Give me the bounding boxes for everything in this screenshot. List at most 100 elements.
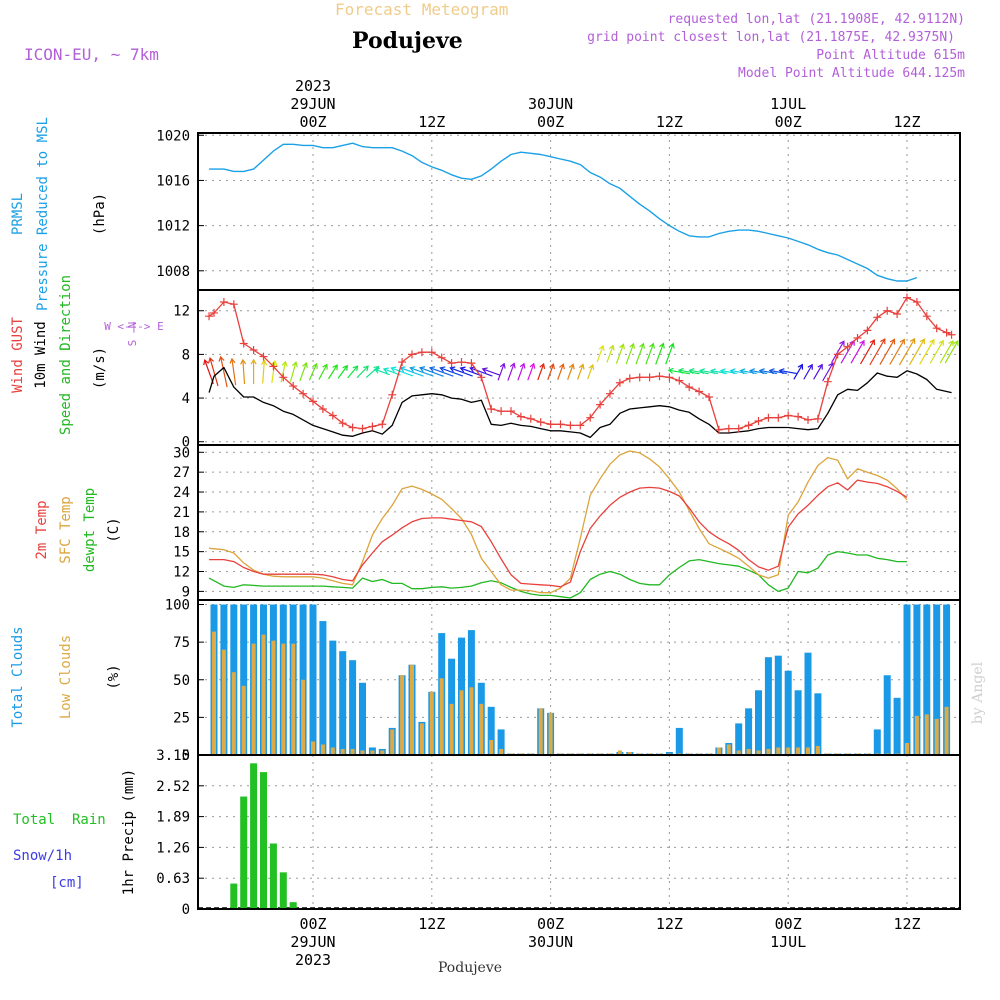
total-cloud-bar [764, 657, 772, 755]
wind-arrow [879, 339, 895, 365]
wind-arrowhead [481, 367, 488, 374]
gust-marker [467, 359, 476, 368]
wind-arrow [944, 340, 959, 364]
gust-marker [853, 334, 862, 343]
low-cloud-bar [806, 747, 810, 755]
gust-marker [299, 389, 308, 398]
cloud-unit: (%) [106, 664, 122, 689]
wind-arrowhead [758, 368, 765, 375]
panel-frame [197, 289, 961, 446]
low-cloud-bar [499, 748, 504, 755]
gust-marker [487, 404, 496, 413]
gust-marker [947, 330, 956, 339]
gust-marker [833, 350, 842, 359]
gust-marker [205, 312, 214, 321]
wind-arrow [655, 343, 664, 365]
gust-marker [556, 420, 565, 429]
total-cloud-bar [329, 640, 337, 755]
sfc-temp-line [209, 450, 908, 594]
top-hour-label: 12Z [418, 113, 445, 131]
requested-coords: requested lon,lat (21.1908E, 42.9112N) [668, 12, 965, 27]
wind-arrow [460, 367, 483, 377]
top-date-label: 1JUL [770, 95, 806, 113]
low-cloud-bar [469, 687, 474, 755]
wind-gust-line [208, 296, 952, 431]
wind-arrowhead [588, 363, 595, 370]
wind-10m-line [208, 366, 952, 439]
location-title: Podujeve [352, 28, 463, 54]
gust-marker [398, 358, 407, 367]
rain-bar [269, 843, 277, 909]
precip-ylabel: 1hr Precip (mm) [121, 769, 137, 895]
wind-arrowhead [938, 339, 944, 346]
wind-arrowhead [291, 361, 298, 368]
low-cloud-bar [756, 750, 761, 755]
low-cloud-bar [370, 750, 375, 755]
gust-marker [685, 383, 694, 392]
wind-arrowhead [250, 358, 257, 365]
temp-dew-label: dewpt Temp [82, 488, 98, 572]
wind-arrowhead [748, 368, 756, 375]
wind-panel: 12 8 4 0 [173, 289, 961, 451]
total-cloud-bar [794, 690, 802, 755]
wind-arrowhead [667, 367, 674, 374]
top-hour-label: 00Z [537, 113, 564, 131]
gust-marker [883, 306, 892, 315]
wind-arrowhead [880, 338, 886, 345]
rain-bar [240, 796, 248, 909]
top-hour-label: 12Z [893, 113, 920, 131]
wind-arrowhead [281, 360, 288, 367]
rain-bar [260, 772, 267, 909]
total-cloud-bar [339, 651, 347, 755]
low-cloud-bar [786, 747, 791, 755]
wind-arrowhead [659, 342, 665, 349]
wind-arrow [779, 369, 797, 375]
y-tick-label: 0 [182, 435, 190, 451]
wind-unit: (m/s) [92, 347, 108, 389]
total-cloud-bar [913, 604, 921, 755]
wind-arrowhead [709, 368, 716, 375]
gust-marker [368, 422, 377, 431]
wind-arrow [318, 364, 328, 380]
gust-marker [358, 424, 367, 433]
low-cloud-bar [944, 706, 949, 755]
low-cloud-bar [400, 675, 405, 755]
wind-arrow [840, 340, 855, 364]
wind-arrowhead [817, 363, 823, 370]
wind-arrowhead [302, 361, 308, 369]
wind-arrow [759, 369, 777, 375]
panel-frame [197, 754, 961, 910]
wind-arrow [299, 362, 307, 382]
pressure-panel: 1020 1016 1012 1008 [156, 128, 961, 291]
y-tick-label: 9 [182, 584, 190, 600]
gust-marker [249, 346, 258, 355]
low-clouds-label: Low Clouds [58, 635, 74, 719]
gust-marker [497, 407, 506, 416]
wind-arrow [793, 364, 803, 380]
total-cloud-bar [883, 675, 891, 755]
low-cloud-bar [489, 739, 494, 755]
wind-arrowhead [539, 362, 546, 370]
wind-labels: Wind GUST 10m Wind Speed and Direction (… [10, 275, 164, 435]
gust-marker [784, 411, 793, 420]
panel-frame [197, 132, 961, 291]
wind-arrowhead [218, 355, 225, 362]
y-tick-label: 18 [173, 525, 190, 541]
wind-arrow [419, 367, 444, 377]
wind-10m-label: 10m Wind [33, 321, 49, 388]
wind-arrowhead [352, 365, 359, 372]
gust-marker [536, 418, 545, 427]
wind-arrow [497, 363, 505, 381]
temperature-panel: 30 27 24 21 18 15 12 9 [173, 444, 961, 601]
wind-arrow [577, 364, 584, 380]
wind-arrow [919, 339, 935, 365]
low-cloud-bar [320, 744, 325, 755]
wind-arrow [470, 367, 493, 377]
total-cloud-bar [923, 604, 931, 755]
wind-arrowhead [499, 362, 506, 369]
wind-arrow [813, 364, 823, 380]
wind-arrow [220, 356, 228, 388]
wind-arrow [356, 365, 369, 379]
prmsl-line [209, 142, 918, 282]
low-cloud-bar [815, 745, 820, 755]
